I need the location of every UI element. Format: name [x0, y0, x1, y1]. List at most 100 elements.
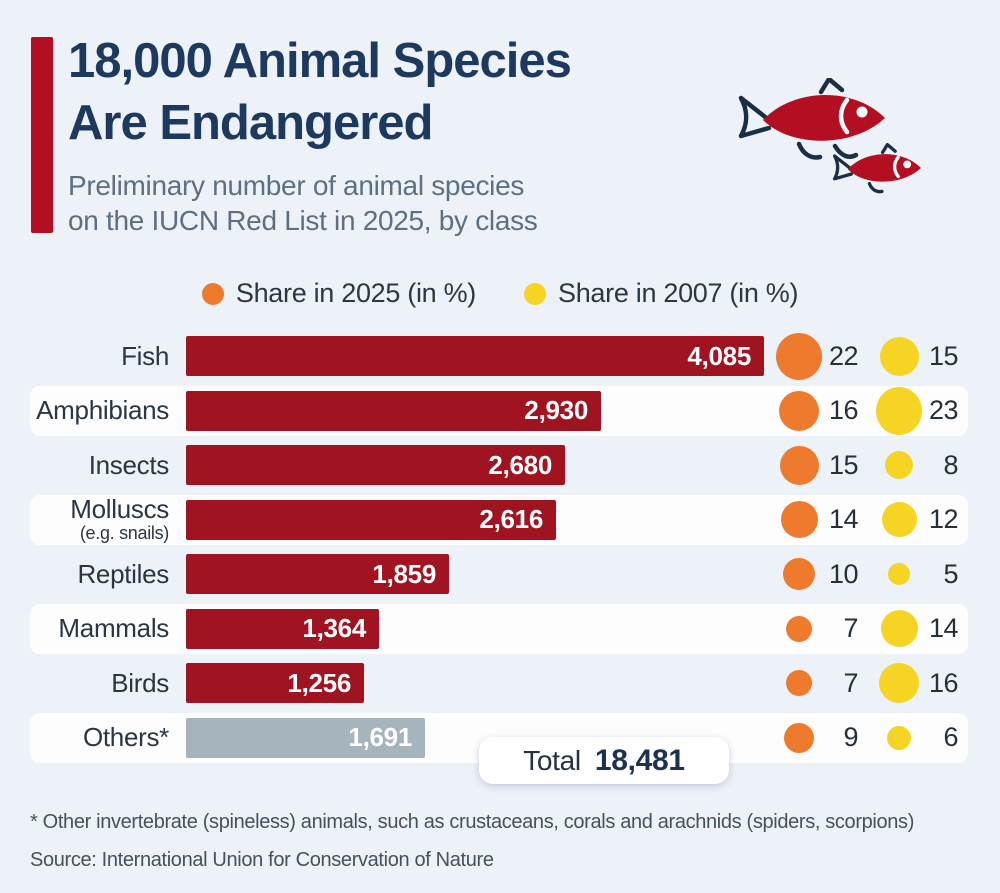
title-line-2: Are Endangered [68, 96, 433, 151]
share-2007-circle-cell [876, 563, 922, 586]
legend-item-share-2025: Share in 2025 (in %) [201, 278, 476, 309]
share-2025-circle-cell [776, 501, 822, 539]
row-label-cell: Insects [0, 449, 178, 480]
row-label-cell: Others* [0, 722, 178, 753]
bar-zone: 2,930 [178, 390, 776, 431]
value-bar: 2,616 [186, 499, 556, 540]
chart-row: Mammals 1,364 7 14 [0, 602, 1000, 657]
value-bar: 4,085 [186, 336, 764, 377]
share-2025-circle-icon [779, 390, 819, 431]
bar-value-label: 1,691 [348, 722, 412, 753]
share-2007-value: 6 [943, 722, 958, 753]
share-2025-circle-icon [776, 332, 822, 380]
share-2025-circle-cell [776, 445, 822, 485]
value-bar: 1,691 [186, 717, 425, 758]
row-label: Reptiles [77, 558, 169, 589]
share-2025-value: 7 [843, 613, 858, 644]
value-bar: 2,680 [186, 445, 565, 486]
share-2025-circle-icon [786, 670, 812, 697]
row-label: Fish [121, 340, 169, 371]
chart-row: Fish 4,085 22 15 [0, 329, 1000, 384]
share-2025-circle-cell [776, 670, 822, 697]
share-2025-circle-icon [786, 615, 812, 642]
share-2025-value: 7 [843, 667, 858, 698]
total-label: Total [523, 744, 581, 776]
fish-icon [738, 78, 921, 194]
row-label: Insects [88, 449, 170, 480]
share-2025-circle-cell [776, 332, 822, 380]
value-bar: 1,859 [186, 554, 449, 595]
source-text: Source: International Union for Conserva… [30, 849, 494, 871]
share-2025-value: 9 [843, 722, 858, 753]
total-value: 18,481 [594, 743, 685, 777]
share-2007-circle-icon [885, 451, 913, 480]
share-2025-circle-cell [776, 722, 822, 753]
row-label-cell: Amphibians [0, 395, 178, 426]
share-2025-circle-cell [776, 390, 822, 431]
row-label: Mammals [58, 613, 169, 644]
footnote-text: * Other invertebrate (spineless) animals… [30, 811, 915, 833]
row-label-cell: Reptiles [0, 558, 178, 589]
share-2007-circle-icon [888, 563, 910, 586]
share-2025-circle-icon [783, 558, 815, 591]
footer: * Other invertebrate (spineless) animals… [30, 810, 980, 872]
share-2025-circle-icon [784, 722, 814, 753]
subtitle: Preliminary number of animal species on t… [68, 168, 728, 238]
bar-value-label: 2,616 [479, 504, 543, 535]
page-title: 18,000 Animal Species Are Endangered [68, 30, 728, 154]
share-2025-dot-icon [201, 282, 224, 305]
share-2007-circle-cell [876, 451, 922, 480]
share-2025-circle-cell [776, 558, 822, 591]
legend-item-share-2007: Share in 2007 (in %) [524, 278, 798, 309]
bar-zone: 1,691 [178, 717, 776, 758]
bar-value-label: 1,364 [302, 613, 366, 644]
total-badge: Total 18,481 [479, 737, 729, 784]
row-sublabel: (e.g. snails) [79, 522, 169, 543]
row-label-cell: Molluscs (e.g. snails) [0, 495, 178, 543]
row-label: Birds [111, 667, 169, 698]
share-2007-value: 15 [928, 340, 959, 371]
chart-row: Insects 2,680 15 8 [0, 438, 1000, 493]
share-2007-value: 5 [943, 558, 958, 589]
subtitle-line-2: on the IUCN Red List in 2025, by class [68, 205, 538, 237]
bar-value-label: 2,680 [488, 449, 552, 480]
share-2025-circle-icon [780, 501, 818, 539]
share-2007-circle-cell [876, 663, 922, 704]
value-bar: 1,364 [186, 608, 379, 649]
title-line-1: 18,000 Animal Species [68, 34, 572, 88]
bar-zone: 4,085 [178, 336, 776, 377]
share-2007-circle-icon [876, 386, 922, 435]
row-label-cell: Mammals [0, 613, 178, 644]
share-2007-value: 12 [928, 504, 959, 535]
share-2007-value: 16 [928, 667, 959, 698]
bar-value-label: 4,085 [687, 340, 751, 371]
share-2007-circle-cell [876, 336, 922, 376]
row-label: Amphibians [36, 395, 169, 426]
legend: Share in 2025 (in %) Share in 2007 (in %… [0, 278, 1000, 309]
header: 18,000 Animal Species Are Endangered Prel… [68, 30, 728, 238]
legend-label-share-2007: Share in 2007 (in %) [558, 278, 799, 308]
bar-value-label: 1,256 [287, 667, 351, 698]
share-2007-circle-icon [880, 610, 918, 648]
chart-row: Others* 1,691 9 6 [0, 711, 1000, 766]
chart-row: Birds 1,256 7 16 [0, 656, 1000, 711]
bar-zone: 1,364 [178, 608, 776, 649]
chart-row: Molluscs (e.g. snails) 2,616 14 12 [0, 493, 1000, 548]
share-2007-circle-icon [879, 663, 919, 704]
subtitle-line-1: Preliminary number of animal species [68, 170, 525, 202]
row-label-cell: Birds [0, 667, 178, 698]
share-2025-value: 10 [828, 558, 859, 589]
chart-row: Reptiles 1,859 10 5 [0, 547, 1000, 602]
share-2025-circle-cell [776, 615, 822, 642]
share-2025-value: 14 [828, 504, 859, 535]
value-bar: 2,930 [186, 390, 601, 431]
share-2007-circle-cell [876, 502, 922, 538]
chart-row: Amphibians 2,930 16 23 [0, 384, 1000, 439]
bar-zone: 2,616 [178, 499, 776, 540]
bar-zone: 2,680 [178, 445, 776, 486]
share-2025-circle-icon [779, 445, 819, 485]
share-2007-circle-icon [881, 502, 917, 538]
share-2007-value: 23 [928, 395, 959, 426]
row-label: Others* [82, 722, 169, 753]
